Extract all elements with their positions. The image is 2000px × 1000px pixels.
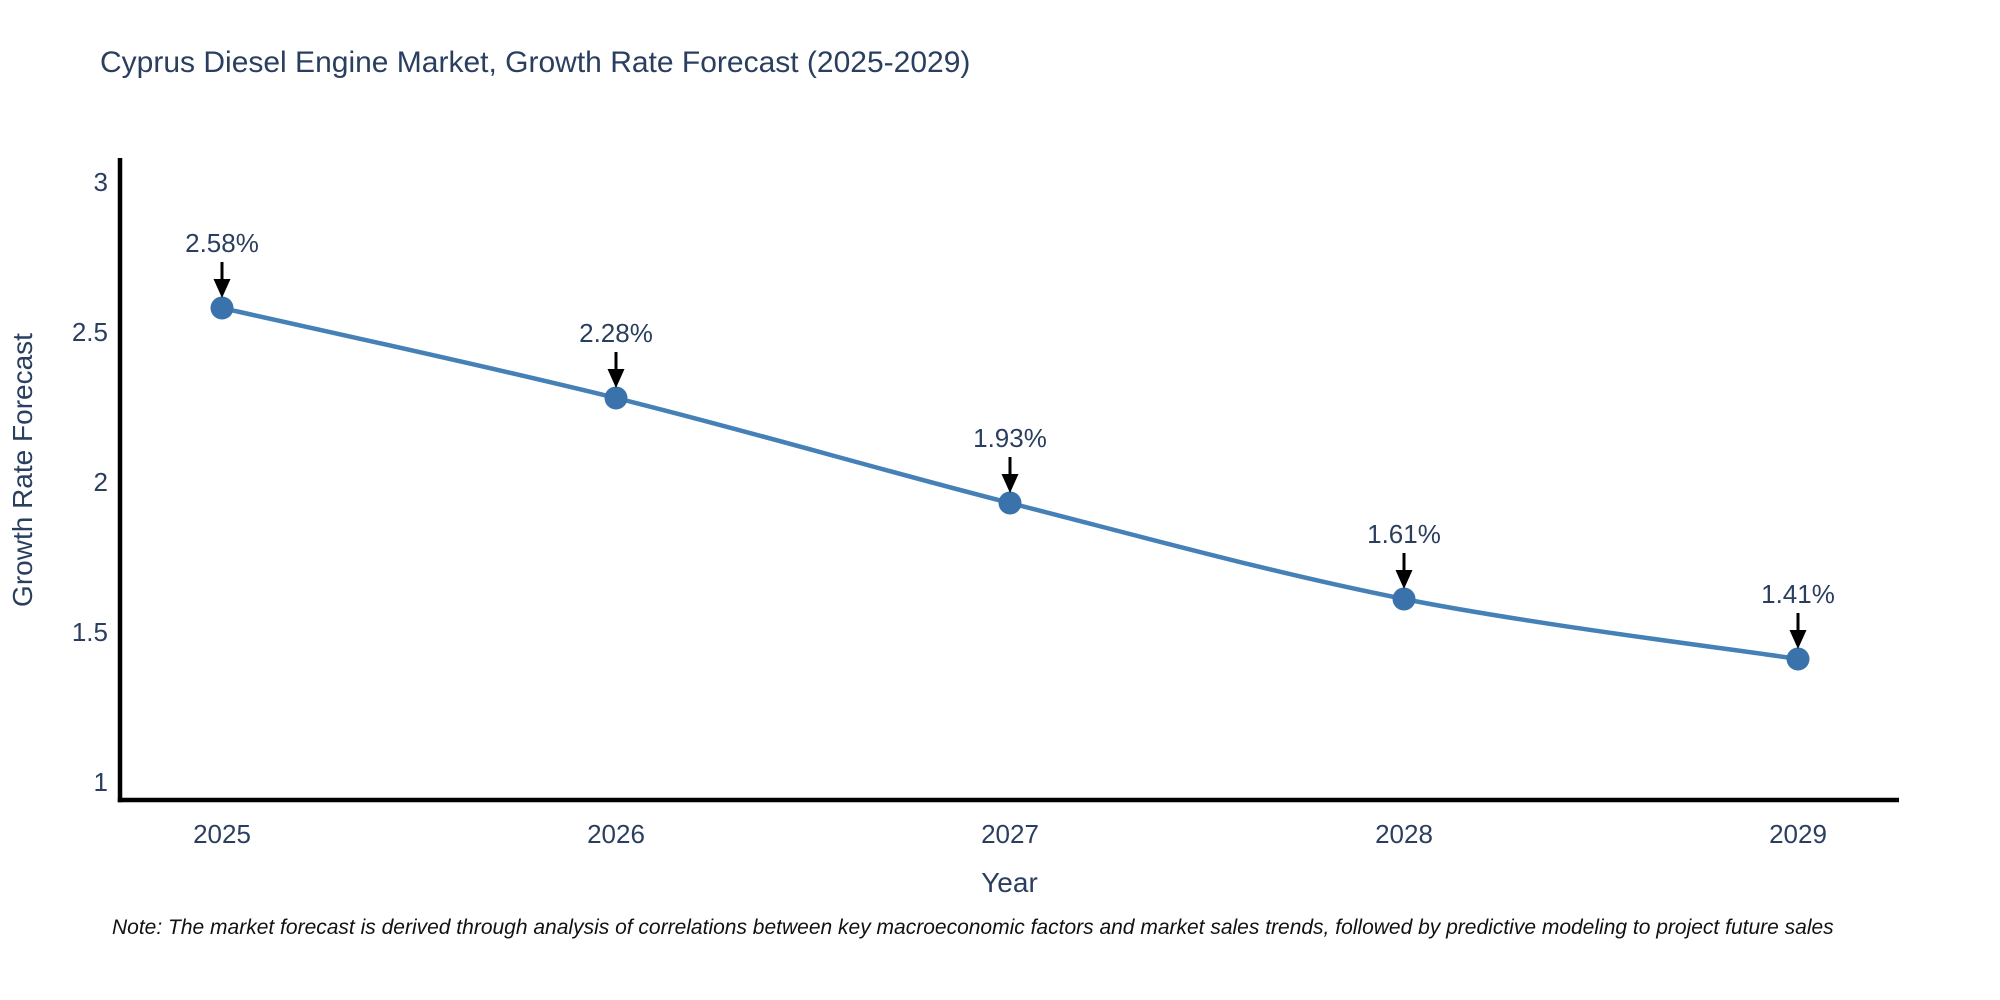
data-point-label: 1.93% bbox=[973, 423, 1047, 453]
annotation-arrow-head bbox=[213, 279, 231, 298]
data-point-marker bbox=[998, 491, 1022, 515]
annotation-arrow-head bbox=[1789, 630, 1807, 649]
y-tick-label: 2 bbox=[94, 467, 108, 497]
data-point-label: 2.58% bbox=[185, 228, 259, 258]
x-tick-label: 2026 bbox=[587, 819, 645, 849]
data-point-marker bbox=[210, 296, 234, 320]
y-tick-label: 1.5 bbox=[72, 617, 108, 647]
x-tick-label: 2025 bbox=[193, 819, 251, 849]
annotation-arrow-head bbox=[607, 369, 625, 388]
annotation-arrow-head bbox=[1395, 570, 1413, 589]
x-tick-label: 2027 bbox=[981, 819, 1039, 849]
data-point-label: 1.41% bbox=[1761, 579, 1835, 609]
data-point-marker bbox=[604, 386, 628, 410]
y-tick-label: 1 bbox=[94, 767, 108, 797]
y-axis-title: Growth Rate Forecast bbox=[7, 333, 38, 607]
y-tick-label: 3 bbox=[94, 167, 108, 197]
chart-title: Cyprus Diesel Engine Market, Growth Rate… bbox=[100, 46, 971, 79]
y-tick-label: 2.5 bbox=[72, 317, 108, 347]
x-axis-title: Year bbox=[981, 867, 1038, 898]
data-point-marker bbox=[1786, 647, 1810, 671]
x-tick-label: 2028 bbox=[1375, 819, 1433, 849]
footnote: Note: The market forecast is derived thr… bbox=[112, 916, 1834, 939]
data-point-label: 2.28% bbox=[579, 318, 653, 348]
data-point-label: 1.61% bbox=[1367, 519, 1441, 549]
annotation-arrow-head bbox=[1001, 474, 1019, 493]
x-tick-label: 2029 bbox=[1769, 819, 1827, 849]
data-point-marker bbox=[1392, 587, 1416, 611]
